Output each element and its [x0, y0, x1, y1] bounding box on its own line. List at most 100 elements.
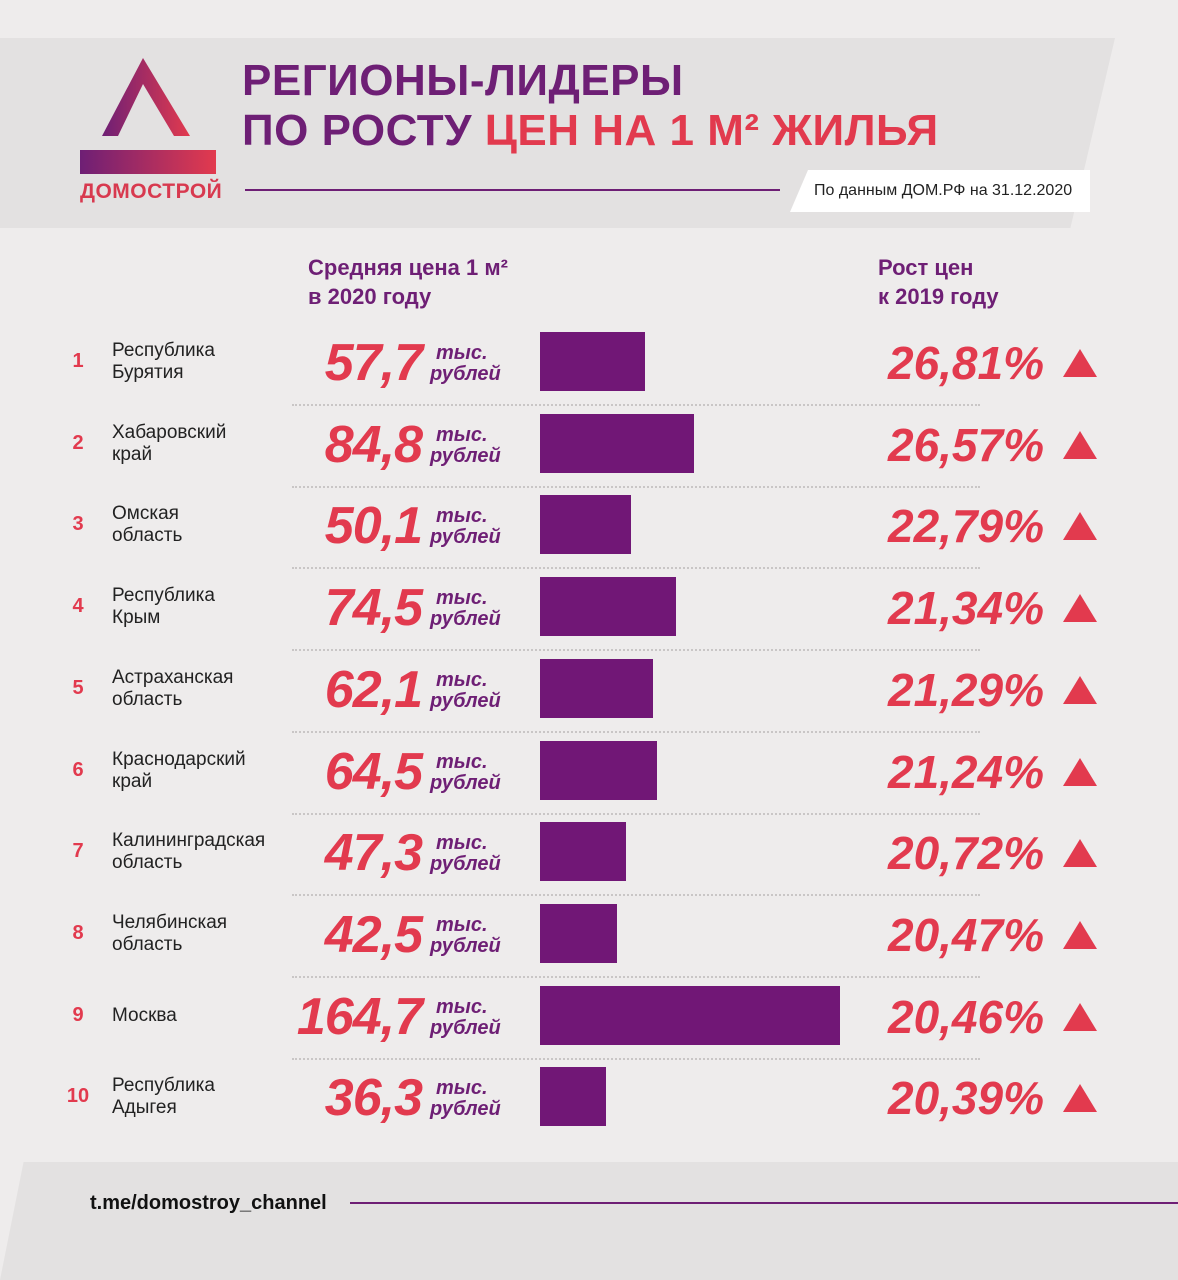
title-line-2-dark: ПО РОСТУ	[242, 106, 472, 155]
region-line-2: Бурятия	[112, 362, 184, 383]
region-line-2: область	[112, 934, 183, 955]
row-separator	[292, 404, 980, 406]
price-value-label: 36,3	[324, 1069, 423, 1127]
rank-label: 5	[72, 677, 84, 699]
region-line-2: область	[112, 852, 183, 873]
price-value-label: 84,8	[324, 416, 423, 474]
chart-row: 4 Республика Крым 74,5 тыс. рублей 21,34%	[0, 577, 1178, 637]
price-unit-label: тыс. рублей	[430, 425, 525, 467]
growth-value-label: 20,72%	[887, 827, 1044, 879]
region-line-2: край	[112, 444, 153, 465]
triangle-up-icon	[1063, 594, 1097, 622]
chart-row: 5 Астраханская область 62,1 тыс. рублей 21,29%	[0, 659, 1178, 719]
price-value-label: 47,3	[324, 824, 423, 882]
page-title: РЕГИОНЫ-ЛИДЕРЫ ПО РОСТУ ЦЕН НА 1 М² ЖИЛЬ…	[242, 56, 939, 156]
price-unit-label: тыс. рублей	[430, 506, 525, 548]
region-label: Москва	[112, 1005, 302, 1027]
footer-divider	[350, 1202, 1178, 1204]
rank-label: 1	[72, 350, 84, 372]
triangle-up-icon	[1063, 839, 1097, 867]
chart-row: 7 Калининградская область 47,3 тыс. рублей 20,…	[0, 822, 1178, 882]
brand-name: ДОМОСТРОЙ	[80, 180, 223, 203]
brand-logo-icon	[80, 58, 216, 174]
unit-line-2: рублей	[430, 935, 501, 957]
rank-label: 10	[66, 1085, 90, 1107]
unit-line-2: рублей	[430, 1098, 501, 1120]
unit-line-1: тыс.	[436, 587, 488, 609]
region-line-1: Республика	[112, 340, 215, 361]
unit-line-1: тыс.	[436, 342, 488, 364]
price-unit-label: тыс. рублей	[430, 343, 525, 385]
price-bar	[540, 659, 653, 718]
unit-line-1: тыс.	[436, 505, 488, 527]
unit-line-2: рублей	[430, 690, 501, 712]
chart-row: 10 Республика Адыгея 36,3 тыс. рублей 20,39%	[0, 1067, 1178, 1127]
region-line-1: Омская	[112, 503, 179, 524]
unit-line-1: тыс.	[436, 914, 488, 936]
rank-label: 6	[72, 759, 84, 781]
row-separator	[292, 731, 980, 733]
price-bar	[540, 986, 840, 1045]
price-value-label: 50,1	[324, 497, 423, 555]
growth-value-label: 20,39%	[887, 1072, 1044, 1124]
region-label: Омская область	[112, 503, 302, 547]
row-separator	[292, 649, 980, 651]
footer-channel-link[interactable]: t.me/domostroy_channel	[90, 1192, 327, 1214]
brand-logo: ДОМОСТРОЙ	[80, 58, 223, 208]
footer-band	[0, 1162, 1178, 1280]
price-bar	[540, 332, 645, 391]
chart-row: 6 Краснодарский край 64,5 тыс. рублей 21,24%	[0, 741, 1178, 801]
unit-line-2: рублей	[430, 363, 501, 385]
unit-line-1: тыс.	[436, 996, 488, 1018]
growth-value-label: 21,29%	[887, 664, 1044, 716]
unit-line-2: рублей	[430, 853, 501, 875]
price-unit-label: тыс. рублей	[430, 1078, 525, 1120]
region-line-1: Астраханская	[112, 667, 234, 688]
price-value-label: 57,7	[324, 334, 423, 392]
unit-line-1: тыс.	[436, 424, 488, 446]
triangle-up-icon	[1063, 758, 1097, 786]
chart-row: 9 Москва 164,7 тыс. рублей 20,46%	[0, 986, 1178, 1046]
growth-value-label: 21,34%	[887, 582, 1044, 634]
growth-header-line-2: к 2019 году	[878, 284, 999, 309]
region-line-2: край	[112, 771, 153, 792]
rank-label: 8	[72, 922, 84, 944]
rank-label: 2	[72, 432, 84, 454]
chart-row: 8 Челябинская область 42,5 тыс. рублей 20,47%	[0, 904, 1178, 964]
unit-line-2: рублей	[430, 772, 501, 794]
region-label: Республика Адыгея	[112, 1075, 302, 1119]
chart-row: 1 Республика Бурятия 57,7 тыс. рублей 26,81%	[0, 332, 1178, 392]
title-line-2-accent: ЦЕН НА 1 М² ЖИЛЬЯ	[484, 106, 939, 155]
region-label: Хабаровский край	[112, 422, 302, 466]
unit-line-1: тыс.	[436, 669, 488, 691]
price-bar	[540, 904, 617, 963]
unit-line-1: тыс.	[436, 751, 488, 773]
price-value-label: 74,5	[324, 579, 423, 637]
triangle-up-icon	[1063, 1003, 1097, 1031]
region-line-2: Крым	[112, 607, 161, 628]
region-label: Челябинская область	[112, 912, 302, 956]
row-separator	[292, 976, 980, 978]
growth-value-label: 22,79%	[887, 500, 1044, 552]
triangle-up-icon	[1063, 921, 1097, 949]
region-label: Республика Крым	[112, 585, 302, 629]
unit-line-2: рублей	[430, 1017, 501, 1039]
chart-row: 3 Омская область 50,1 тыс. рублей 22,79%	[0, 495, 1178, 555]
rank-label: 4	[72, 595, 84, 617]
price-value-label: 62,1	[324, 661, 423, 719]
price-bar	[540, 822, 626, 881]
region-line-2: область	[112, 525, 183, 546]
rank-label: 3	[72, 513, 84, 535]
price-header-line-2: в 2020 году	[308, 284, 432, 309]
growth-value-label: 20,46%	[887, 991, 1044, 1043]
price-unit-label: тыс. рублей	[430, 997, 525, 1039]
growth-value-label: 20,47%	[887, 909, 1044, 961]
unit-line-1: тыс.	[436, 832, 488, 854]
triangle-up-icon	[1063, 349, 1097, 377]
region-line-1: Челябинская	[112, 912, 228, 933]
price-value-label: 64,5	[324, 743, 423, 801]
price-bar	[540, 741, 657, 800]
title-line-1: РЕГИОНЫ-ЛИДЕРЫ	[242, 56, 684, 105]
price-bar	[540, 577, 676, 636]
growth-column-header: Рост цен к 2019 году	[878, 253, 999, 311]
